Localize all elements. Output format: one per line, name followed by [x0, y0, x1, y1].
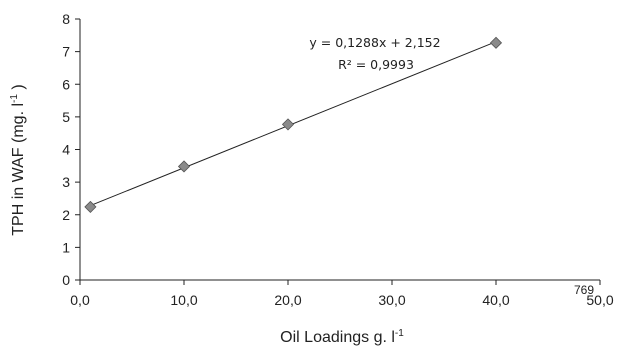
y-tick-label: 2	[62, 207, 70, 223]
stray-label: 769	[574, 283, 594, 297]
y-tick-label: 1	[62, 239, 70, 255]
x-tick-label: 0,0	[70, 292, 90, 308]
y-tick-label: 0	[62, 272, 70, 288]
y-tick-label: 5	[62, 109, 70, 125]
y-axis-title-close: )	[10, 84, 27, 94]
x-axis-title: Oil Loadings g. l-1	[280, 328, 404, 346]
y-axis-title: TPH in WAF (mg. l-1 )	[9, 84, 27, 235]
trendline-equation: y = 0,1288x + 2,152	[309, 35, 440, 50]
y-ticks: 0 1 2 3 4 5 6 7 8	[62, 11, 80, 288]
y-tick-label: 3	[62, 174, 70, 190]
data-point	[491, 37, 502, 48]
data-point	[179, 161, 190, 172]
data-point	[85, 201, 96, 212]
data-points	[85, 37, 502, 212]
x-tick-label: 40,0	[482, 292, 509, 308]
x-ticks: 0,0 10,0 20,0 30,0 40,0 50,0	[70, 280, 614, 308]
x-tick-label: 10,0	[170, 292, 197, 308]
y-tick-label: 6	[62, 76, 70, 92]
x-axis-title-sup: -1	[395, 328, 404, 339]
x-tick-label: 20,0	[274, 292, 301, 308]
y-tick-label: 8	[62, 11, 70, 27]
r-squared-label: R² = 0,9993	[338, 57, 414, 72]
y-tick-label: 4	[62, 142, 70, 158]
y-tick-label: 7	[62, 44, 70, 60]
x-tick-label: 30,0	[378, 292, 405, 308]
data-point	[283, 119, 294, 130]
